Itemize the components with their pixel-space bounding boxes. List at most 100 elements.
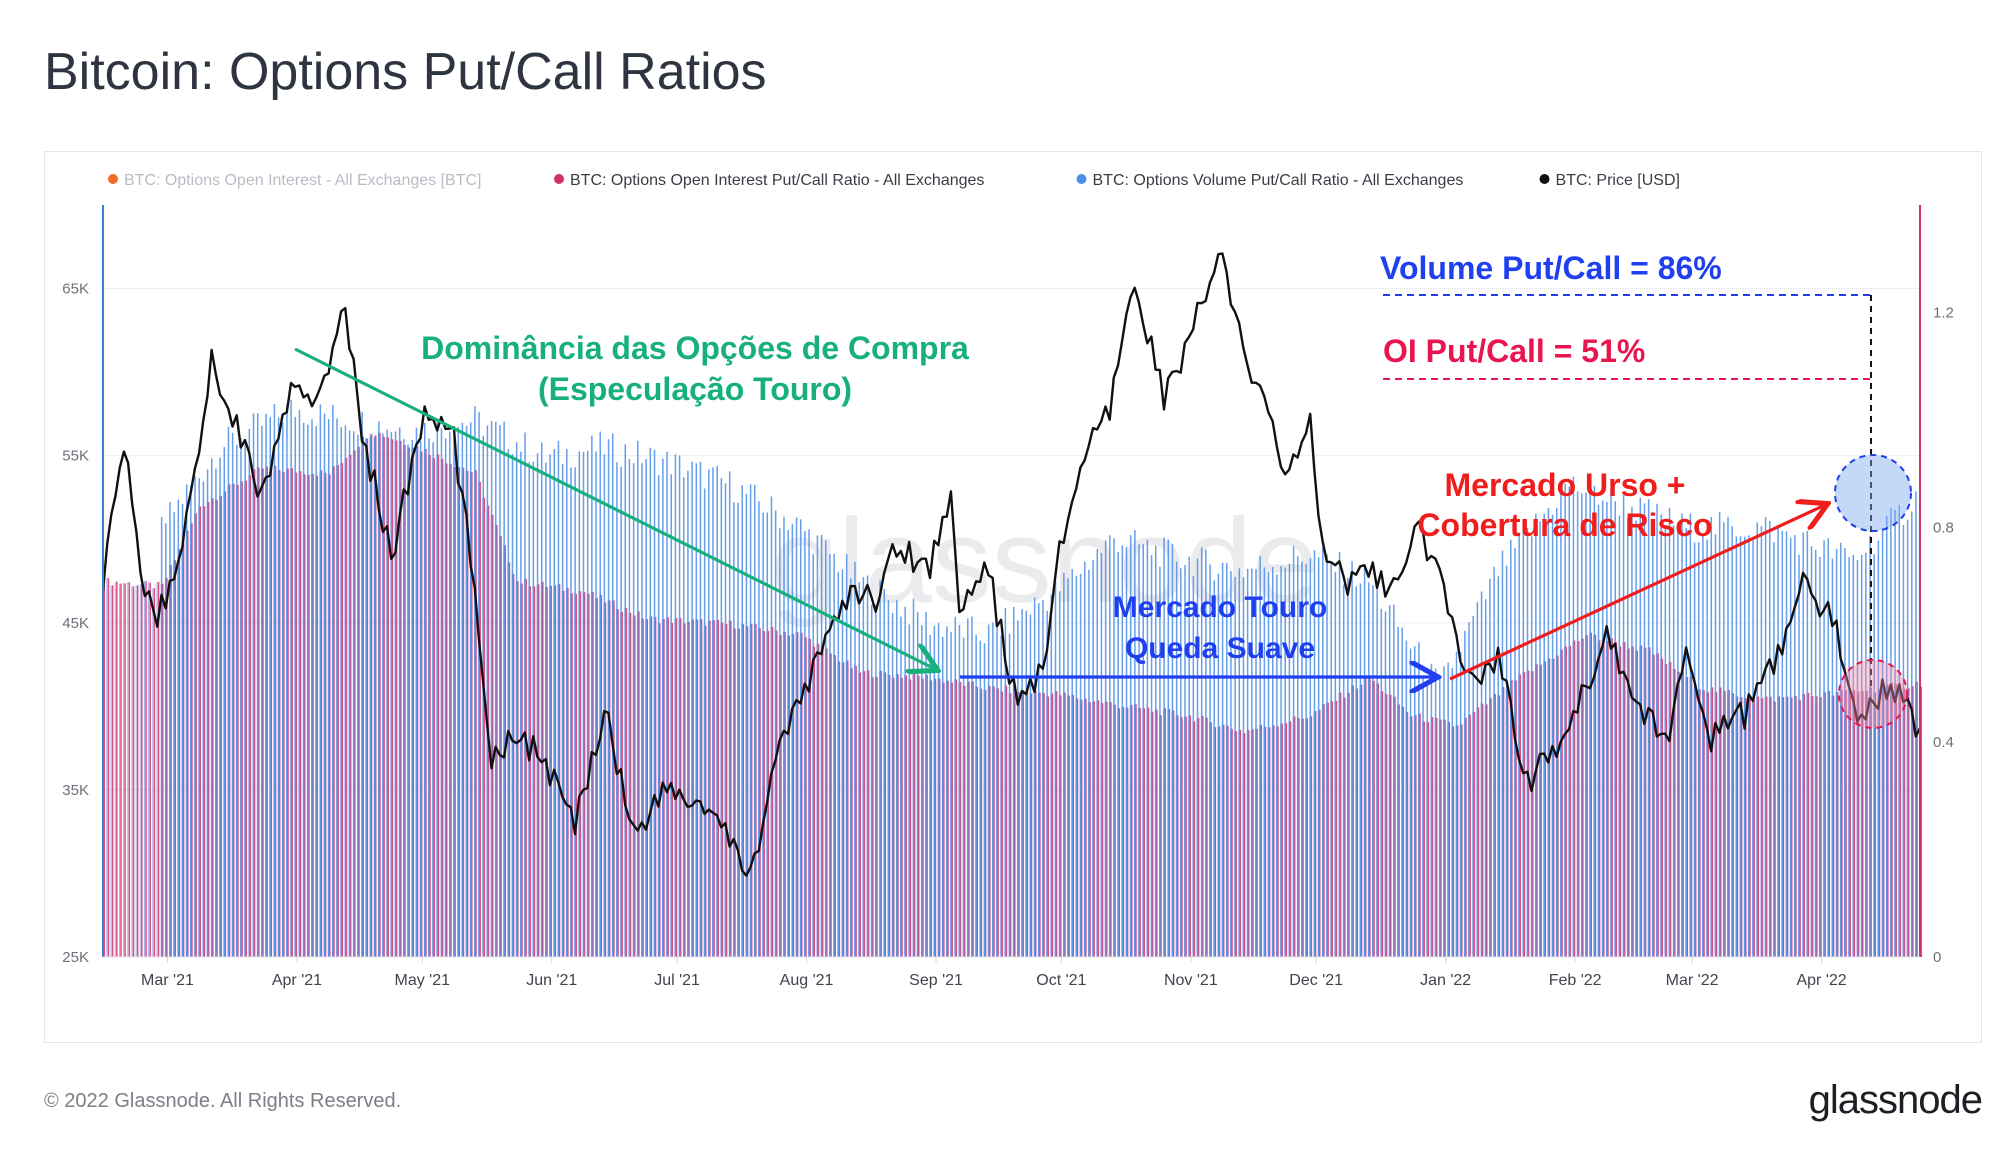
volume-ratio-bar (1860, 554, 1863, 957)
volume-ratio-bar (1681, 513, 1683, 957)
oi-ratio-bar (212, 498, 214, 957)
oi-ratio-bar (1231, 728, 1233, 957)
oi-ratio-bar (721, 622, 724, 957)
volume-ratio-bar (1384, 611, 1387, 957)
oi-ratio-bar (1807, 692, 1810, 957)
oi-ratio-bar (471, 472, 473, 957)
volume-ratio-bar (1535, 513, 1537, 957)
oi-ratio-bar (245, 480, 248, 957)
legend-item[interactable]: BTC: Options Open Interest - All Exchang… (108, 172, 481, 189)
left-axis-tick-label: 35K (62, 782, 89, 799)
volume-ratio-bar (770, 496, 773, 957)
volume-ratio-bar (1033, 597, 1036, 957)
oi-ratio-bar (462, 467, 465, 957)
oi-ratio-bar (1235, 731, 1237, 957)
oi-ratio-bar (1494, 694, 1496, 957)
oi-ratio-bar (370, 433, 373, 958)
oi-ratio-bar (1607, 641, 1609, 957)
volume-ratio-bar (495, 421, 497, 958)
oi-ratio-bar (1314, 711, 1317, 957)
volume-ratio-bar (607, 439, 610, 958)
volume-ratio-bar (1760, 525, 1763, 957)
oi-ratio-bar (533, 586, 536, 957)
volume-ratio-bar (833, 553, 835, 957)
volume-ratio-bar (946, 626, 948, 957)
volume-ratio-bar (666, 451, 668, 957)
volume-ratio-bar (1693, 542, 1696, 957)
chart-svg: BTC: Options Open Interest - All Exchang… (62, 172, 1954, 989)
oi-ratio-bar (1481, 703, 1484, 957)
volume-ratio-bar (1209, 564, 1211, 957)
blue-annotation-line2: Queda Suave (1125, 632, 1315, 665)
oi-ratio-bar (1912, 686, 1914, 957)
oi-ratio-bar (1786, 696, 1789, 957)
oi-ratio-bar (345, 457, 348, 957)
oi-ratio-bar (1774, 701, 1776, 957)
oi-ratio-bar (1143, 708, 1146, 957)
oi-ratio-bar (1895, 683, 1897, 957)
volume-ratio-bar (269, 417, 271, 957)
oi-ratio-bar (1740, 697, 1743, 957)
volume-ratio-bars (160, 399, 1921, 958)
volume-ratio-bar (1848, 557, 1850, 957)
volume-ratio-bar (858, 582, 860, 957)
x-axis-ticks: Mar '21 Apr '21 May '21 Jun '21 Jul '21 Aug '… (141, 957, 1847, 989)
oi-ratio-bar (429, 455, 431, 957)
oi-ratio-bar (654, 616, 657, 957)
legend-item[interactable]: BTC: Options Open Interest Put/Call Rati… (554, 172, 984, 189)
oi-ratio-bar (391, 439, 394, 957)
oi-ratio-bar (416, 445, 419, 957)
oi-ratio-bar (1093, 701, 1095, 957)
volume-ratio-bar (691, 461, 693, 957)
chart-legend[interactable]: BTC: Options Open Interest - All Exchang… (108, 172, 1680, 189)
volume-ratio-bar (1100, 552, 1103, 957)
volume-ratio-bar (887, 600, 890, 957)
volume-ratio-bar (979, 640, 982, 957)
oi-ratio-bar (466, 470, 469, 957)
oi-ratio-bar (1619, 646, 1622, 957)
oi-ratio-bar (1665, 663, 1668, 957)
volume-ratio-bar (1556, 507, 1558, 957)
oi-ratio-bar (813, 646, 816, 957)
oi-ratio-bar (1657, 653, 1659, 957)
volume-ratio-bar (620, 466, 622, 957)
volume-ratio-bar (1388, 605, 1391, 957)
volume-ratio-bar (1271, 567, 1274, 957)
volume-ratio-bar (745, 493, 748, 957)
oi-ratio-bar (241, 481, 243, 957)
volume-ratio-bar (1138, 544, 1140, 957)
volume-ratio-bar (900, 616, 902, 957)
oi-ratio-bar (892, 677, 895, 957)
volume-ratio-bar (244, 443, 246, 957)
oi-ratio-bar (237, 484, 239, 957)
volume-ratio-bar (386, 429, 388, 958)
legend-label: BTC: Price [USD] (1556, 172, 1680, 189)
volume-ratio-bar (457, 426, 459, 957)
volume-ratio-bar (791, 523, 794, 957)
legend-item[interactable]: BTC: Options Volume Put/Call Ratio - All… (1076, 172, 1464, 189)
oi-ratio-bar (1381, 691, 1384, 957)
oi-ratio-bar (1390, 694, 1392, 957)
volume-ratio-bar (825, 540, 827, 957)
legend-dot-icon (554, 174, 564, 184)
volume-ratio-bar (307, 424, 309, 958)
oi-ratio-bar (1456, 725, 1459, 957)
volume-ratio-bar (962, 637, 965, 957)
oi-ratio-bar (1490, 698, 1492, 957)
oi-ratio-bar-shade (135, 585, 137, 957)
oi-ratio-bar (1644, 647, 1647, 957)
legend-item[interactable]: BTC: Price [USD] (1539, 172, 1680, 189)
oi-ratio-bar (972, 681, 974, 957)
oi-ratio-highlight (1838, 659, 1908, 729)
oi-ratio-bar (1302, 718, 1304, 957)
oi-ratio-bar (1778, 696, 1780, 957)
oi-ratio-bar (604, 602, 607, 957)
volume-ratio-bar (741, 485, 743, 957)
oi-ratio-bar (796, 632, 799, 957)
volume-ratio-bar (1493, 566, 1495, 957)
oi-ratio-bar (642, 618, 644, 957)
oi-ratio-bar (1711, 687, 1714, 957)
volume-ratio-bar (1539, 521, 1541, 957)
oi-ratio-bar (228, 484, 231, 957)
volume-ratio-bar (561, 463, 564, 957)
